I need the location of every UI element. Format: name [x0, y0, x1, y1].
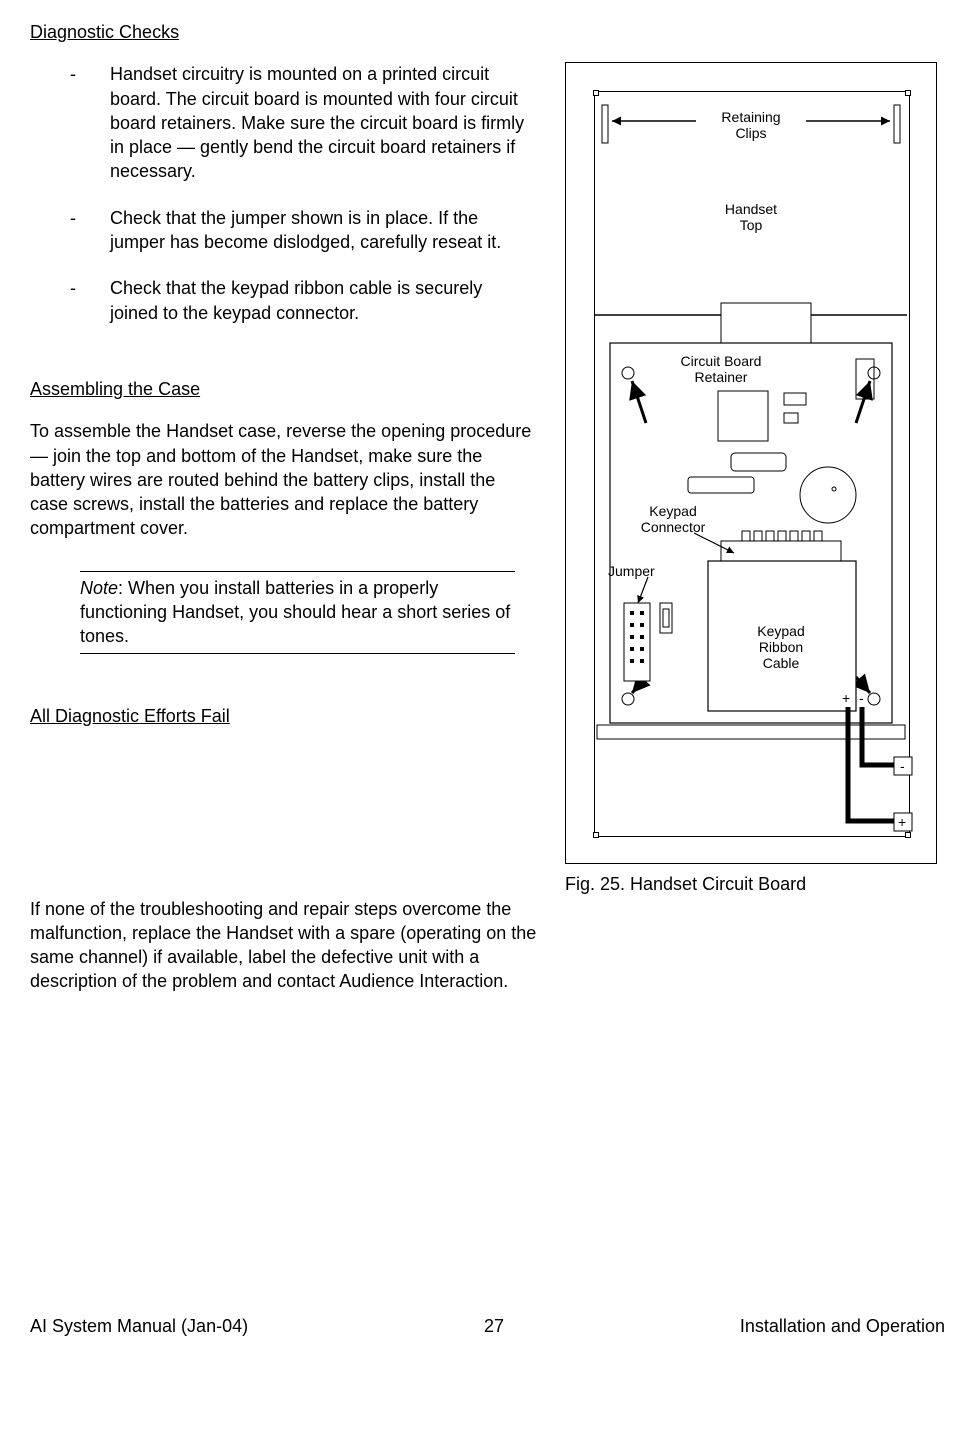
para-allfail: If none of the troubleshooting and repai…: [30, 897, 570, 994]
diagram-frame: + - - + RetainingClips HandsetTop Circui…: [565, 62, 937, 864]
para-assemble: To assemble the Handset case, reverse th…: [30, 419, 535, 540]
bullet-dash: -: [70, 206, 110, 255]
heading-diagnostic: Diagnostic Checks: [30, 20, 945, 44]
label-retaining-clips: RetainingClips: [706, 109, 796, 141]
corner-dot: [593, 832, 599, 838]
page-footer: AI System Manual (Jan-04) 27 Installatio…: [30, 1314, 945, 1338]
bullet-text-3: Check that the keypad ribbon cable is se…: [110, 276, 535, 325]
left-column: - Handset circuitry is mounted on a prin…: [30, 62, 535, 746]
corner-dot: [593, 90, 599, 96]
label-keypad-ribbon-cable: KeypadRibbonCable: [736, 623, 826, 671]
corner-dot: [905, 832, 911, 838]
corner-dot: [905, 90, 911, 96]
label-keypad-connector: KeypadConnector: [628, 503, 718, 535]
note-label: Note: [80, 578, 118, 598]
figure-caption: Fig. 25. Handset Circuit Board: [565, 872, 945, 896]
footer-center: 27: [484, 1314, 504, 1338]
label-handset-top: HandsetTop: [706, 201, 796, 233]
heading-allfail: All Diagnostic Efforts Fail: [30, 704, 535, 728]
bullet-dash: -: [70, 276, 110, 325]
footer-left: AI System Manual (Jan-04): [30, 1314, 248, 1338]
right-column: + - - + RetainingClips HandsetTop Circui…: [565, 62, 945, 896]
bullet-dash: -: [70, 62, 110, 183]
bullet-text-2: Check that the jumper shown is in place.…: [110, 206, 535, 255]
label-jumper: Jumper: [608, 563, 668, 579]
bullet-text-1: Handset circuitry is mounted on a printe…: [110, 62, 535, 183]
footer-right: Installation and Operation: [740, 1314, 945, 1338]
label-circuit-board-retainer: Circuit BoardRetainer: [661, 353, 781, 385]
note-box: Note: When you install batteries in a pr…: [80, 571, 515, 654]
heading-assembling: Assembling the Case: [30, 377, 535, 401]
note-text: : When you install batteries in a proper…: [80, 578, 510, 647]
